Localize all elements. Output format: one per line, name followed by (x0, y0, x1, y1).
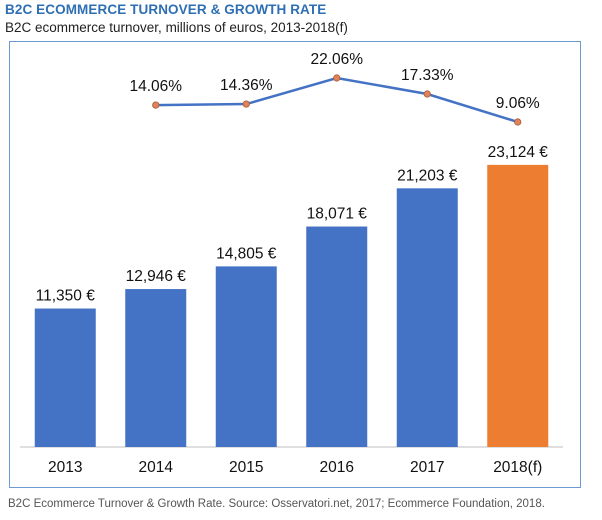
bar-value-label-2016: 18,071 € (307, 206, 368, 223)
x-tick-label-2017: 2017 (410, 459, 444, 476)
bar-value-label-2018(f): 23,124 € (488, 144, 549, 161)
growth-label-2016: 22.06% (310, 51, 363, 68)
growth-label-2018(f): 9.06% (496, 95, 540, 112)
bar-2017 (396, 188, 458, 447)
x-tick-label-2015: 2015 (229, 459, 263, 476)
growth-point-2015 (242, 100, 250, 108)
bar-2013 (34, 308, 96, 447)
growth-label-2017: 17.33% (401, 67, 454, 84)
bar-2014 (125, 289, 187, 447)
x-tick-label-2013: 2013 (48, 459, 82, 476)
chart-frame (9, 41, 581, 488)
bar-value-label-2013: 11,350 € (36, 288, 96, 305)
bar-value-label-2015: 14,805 € (216, 245, 277, 262)
bar-2016 (306, 226, 368, 447)
growth-rate-line (155, 76, 519, 124)
bar-2015 (215, 266, 277, 447)
growth-point-2017 (423, 90, 431, 98)
growth-point-2018(f) (514, 118, 522, 126)
growth-label-2015: 14.36% (220, 77, 273, 94)
bar-value-label-2017: 21,203 € (397, 167, 458, 184)
growth-point-2016 (333, 74, 341, 82)
bar-2018(f) (487, 164, 549, 447)
source-caption: B2C Ecommerce Turnover & Growth Rate. So… (8, 498, 545, 510)
x-tick-label-2018(f): 2018(f) (493, 459, 542, 476)
x-tick-label-2014: 2014 (139, 459, 174, 476)
chart-title: B2C ECOMMERCE TURNOVER & GROWTH RATE (5, 2, 327, 17)
chart-subtitle: B2C ecommerce turnover, millions of euro… (5, 20, 348, 35)
growth-label-2014: 14.06% (129, 78, 182, 95)
growth-point-2014 (152, 101, 160, 109)
bar-value-label-2014: 12,946 € (126, 268, 187, 285)
x-tick-label-2016: 2016 (320, 459, 354, 476)
